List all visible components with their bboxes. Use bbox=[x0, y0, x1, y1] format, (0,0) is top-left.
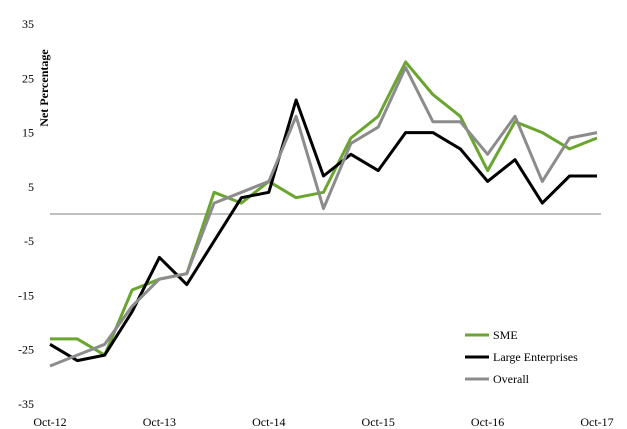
series-line-overall bbox=[49, 65, 598, 368]
series-line-large-enterprises bbox=[49, 98, 597, 363]
x-tick-labels: Oct-12 Oct-13 Oct-14 Oct-15 Oct-16 Oct-17 bbox=[33, 415, 613, 429]
legend-label: Large Enterprises bbox=[493, 350, 578, 364]
y-tick-label: -15 bbox=[18, 288, 34, 302]
x-tick-label: Oct-13 bbox=[143, 415, 176, 429]
legend-label: SME bbox=[493, 328, 518, 342]
y-tick-label: 35 bbox=[22, 17, 34, 31]
series-line-sme bbox=[50, 60, 598, 357]
y-tick-label: -35 bbox=[18, 397, 34, 411]
y-tick-label: -5 bbox=[24, 234, 34, 248]
y-tick-label: -25 bbox=[18, 343, 34, 357]
legend: SME Large Enterprises Overall bbox=[465, 328, 578, 386]
x-tick-label: Oct-15 bbox=[362, 415, 395, 429]
y-tick-label: 5 bbox=[28, 180, 34, 194]
x-tick-label: Oct-12 bbox=[33, 415, 66, 429]
x-tick-label: Oct-16 bbox=[471, 415, 504, 429]
legend-label: Overall bbox=[493, 372, 530, 386]
x-tick-label: Oct-17 bbox=[580, 415, 613, 429]
y-tick-label: 25 bbox=[22, 71, 34, 85]
y-tick-label: 15 bbox=[22, 126, 34, 140]
x-tick-label: Oct-14 bbox=[252, 415, 285, 429]
y-axis-label: Net Percentage bbox=[37, 49, 51, 127]
y-axis-label-group: Net Percentage bbox=[37, 49, 51, 127]
y-tick-labels: 35 25 15 5 -5 -15 -25 -35 bbox=[18, 17, 34, 411]
series-lines bbox=[49, 60, 598, 368]
